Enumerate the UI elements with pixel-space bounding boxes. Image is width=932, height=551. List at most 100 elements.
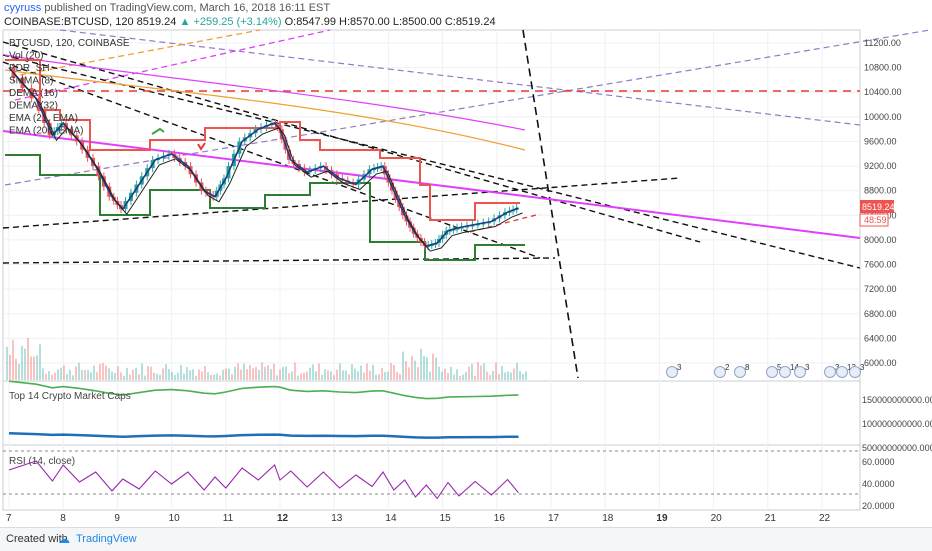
volume-bar (54, 372, 56, 380)
volume-bar (369, 370, 371, 380)
volume-bar (231, 374, 233, 380)
publisher-name[interactable]: cyyruss (4, 2, 42, 14)
volume-bar (327, 370, 329, 380)
event-flag-icon[interactable] (766, 366, 778, 378)
volume-bar (312, 364, 314, 380)
fan-line-lower[interactable] (59, 29, 861, 126)
drawing-tools[interactable] (2, 29, 931, 379)
event-flag-icon[interactable] (779, 366, 791, 378)
volume-bar (78, 362, 80, 380)
event-flag-icon[interactable] (714, 366, 726, 378)
volume-bar (366, 363, 368, 380)
volume-bar (27, 337, 29, 380)
legend-entry: BTCUSD, 120, COINBASE (9, 38, 130, 49)
event-flag-icon[interactable] (836, 366, 848, 378)
event-count-label: 3 (805, 363, 810, 372)
pink-dashed-trend[interactable] (14, 29, 331, 101)
tradingview-brand-link[interactable]: TradingView (76, 533, 137, 545)
orange-dashed-trend[interactable] (19, 29, 261, 76)
fan-line-upper[interactable] (4, 29, 931, 186)
volume-bar (189, 370, 191, 380)
black-fan-line-1[interactable] (2, 41, 701, 243)
event-flag-icon[interactable] (849, 366, 861, 378)
event-flag-icon[interactable] (666, 366, 678, 378)
event-count-label: 3 (860, 363, 865, 372)
volume-bar (114, 372, 116, 380)
volume-bar (156, 373, 158, 380)
time-tick-label: 10 (169, 513, 181, 524)
price-chart[interactable]: 11200.00 10800.00 10400.00 10000.00 9600.00 9… (0, 0, 932, 527)
legend-entry: EMA (21, EMA) (9, 113, 78, 124)
bottom-dashed-line[interactable] (2, 257, 556, 264)
volume-bar (429, 371, 431, 380)
volume-bar (87, 369, 89, 380)
legend-entry: EMA (200, EMA) (9, 126, 83, 137)
volume-bar (18, 363, 20, 380)
price-tick-label: 9200.00 (864, 161, 897, 171)
time-tick-label: 22 (819, 513, 831, 524)
volume-bar (225, 368, 227, 380)
volume-bar (213, 374, 215, 380)
volume-bar (384, 372, 386, 380)
volume-bar (177, 372, 179, 380)
event-flag-icon[interactable] (824, 366, 836, 378)
market-cap-tick-label: 100000000000.0000 (862, 419, 932, 429)
indicator-legend: BTCUSD, 120, COINBASE Vol (20)PDR_SH SMMA … (9, 38, 130, 137)
volume-bar (477, 362, 479, 380)
volume-bar (237, 363, 239, 380)
time-tick-label: 7 (6, 513, 12, 524)
volume-bar (423, 355, 425, 380)
volume-bar (426, 357, 428, 380)
event-flag-icon[interactable] (734, 366, 746, 378)
volume-bar (342, 370, 344, 380)
price-tick-label: 8800.00 (864, 186, 897, 196)
volume-bar (183, 373, 185, 380)
volume-bar (474, 375, 476, 380)
volume-bar (144, 375, 146, 380)
volume-bar (414, 360, 416, 380)
volume-bar (36, 355, 38, 380)
event-count-label: 14 (790, 363, 799, 372)
volume-bar (336, 369, 338, 380)
volume-bar (141, 363, 143, 380)
volume-bar (354, 368, 356, 380)
current-price-label: 8519.24 (862, 202, 895, 212)
market-cap-line-blue (8, 432, 519, 439)
event-count-label: 5 (777, 363, 782, 372)
volume-bar (459, 375, 461, 380)
black-fan-line-2[interactable] (2, 54, 861, 269)
volume-bar (81, 369, 83, 380)
volume-bar (285, 366, 287, 380)
event-flag-icon[interactable] (794, 366, 806, 378)
volume-bar (159, 374, 161, 380)
volume-bar (432, 353, 434, 380)
event-markers[interactable]: 32851433133 (666, 363, 866, 378)
volume-bar (201, 371, 203, 380)
resistance-step-line (5, 59, 520, 221)
volume-bar (21, 345, 23, 380)
black-fan-line-3[interactable] (2, 61, 541, 259)
legend-entry: DEMA (16) (9, 88, 58, 99)
volume-bar (363, 372, 365, 380)
volume-bar (498, 373, 500, 380)
price-tick-label: 9600.00 (864, 136, 897, 146)
volume-bar (270, 368, 272, 380)
black-support-line[interactable] (2, 177, 681, 229)
volume-bar (96, 372, 98, 380)
volume-bar (276, 375, 278, 380)
volume-bar (393, 364, 395, 380)
volume-bar (519, 371, 521, 380)
green-arrow-icon (151, 127, 165, 135)
volume-bar (510, 372, 512, 380)
symbol-label: COINBASE:BTCUSD, 120 (4, 16, 134, 28)
volume-bar (291, 371, 293, 380)
time-tick-label: 21 (765, 513, 777, 524)
volume-bar (129, 374, 131, 380)
time-tick-label: 12 (277, 513, 289, 524)
volume-bar (297, 375, 299, 380)
volume-bar (234, 366, 236, 380)
magenta-trend-line[interactable] (2, 130, 861, 239)
volume-bar (45, 373, 47, 380)
steep-dashed-line[interactable] (522, 29, 579, 379)
